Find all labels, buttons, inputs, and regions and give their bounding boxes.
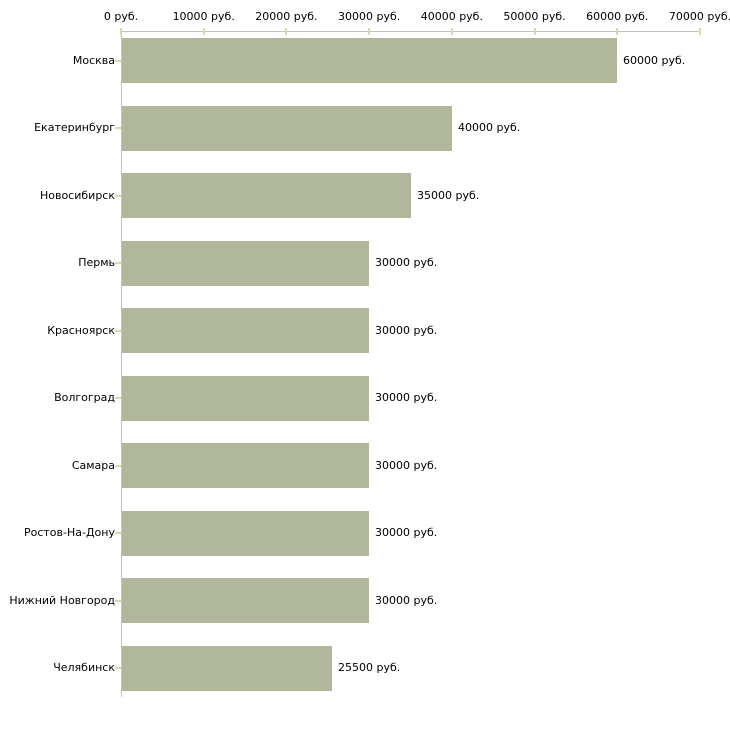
x-axis-tick-label: 60000 руб. [586,10,649,23]
bar-value-label: 30000 руб. [375,324,438,337]
y-axis-tick [115,60,121,62]
bar-value-label: 30000 руб. [375,526,438,539]
bar-value-label: 30000 руб. [375,256,438,269]
y-axis-tick [115,667,121,669]
bar-value-label: 40000 руб. [458,121,521,134]
bar [122,308,369,353]
x-axis-tick-label: 40000 руб. [420,10,483,23]
bar-value-label: 25500 руб. [338,661,401,674]
y-axis-tick [115,127,121,129]
category-label: Ростов-На-Дону [23,526,115,539]
x-axis-tick-label: 30000 руб. [338,10,401,23]
category-label: Пермь [78,256,115,269]
bar [122,578,369,623]
y-axis-tick [115,195,121,197]
bar-value-label: 30000 руб. [375,391,438,404]
x-axis-tick [120,28,122,35]
bar [122,241,369,286]
category-label: Самара [71,459,115,472]
category-label: Челябинск [53,661,115,674]
x-axis-tick [699,28,701,35]
x-axis-tick-label: 50000 руб. [503,10,566,23]
bar [122,376,369,421]
bar [122,443,369,488]
bar-value-label: 60000 руб. [623,54,686,67]
y-axis-tick [115,330,121,332]
bar-value-label: 35000 руб. [417,189,480,202]
x-axis-tick [202,28,205,35]
y-axis-tick [115,465,121,467]
bar [122,106,452,151]
bar [122,511,369,556]
x-axis-tick [616,28,619,35]
category-label: Нижний Новгород [9,594,115,607]
y-axis-tick [115,600,121,602]
x-axis-tick-label: 10000 руб. [172,10,235,23]
x-axis-tick [285,28,288,35]
bar [122,38,617,83]
y-axis-tick [115,397,121,399]
bar [122,173,411,218]
x-axis-tick [533,28,536,35]
y-axis-tick [115,262,121,264]
category-label: Новосибирск [39,189,115,202]
x-axis-line [121,31,701,32]
y-axis-tick [115,532,121,534]
category-label: Москва [72,54,115,67]
bar [122,646,332,691]
x-axis-tick-label: 70000 руб. [668,10,730,23]
bar-value-label: 30000 руб. [375,459,438,472]
x-axis-tick [450,28,453,35]
category-label: Красноярск [47,324,115,337]
category-label: Екатеринбург [34,121,115,134]
bar-value-label: 30000 руб. [375,594,438,607]
x-axis-tick-label: 20000 руб. [255,10,318,23]
category-label: Волгоград [54,391,115,404]
y-axis-line [121,31,122,697]
x-axis-tick [368,28,371,35]
x-axis-tick-label: 0 руб. [103,10,139,23]
